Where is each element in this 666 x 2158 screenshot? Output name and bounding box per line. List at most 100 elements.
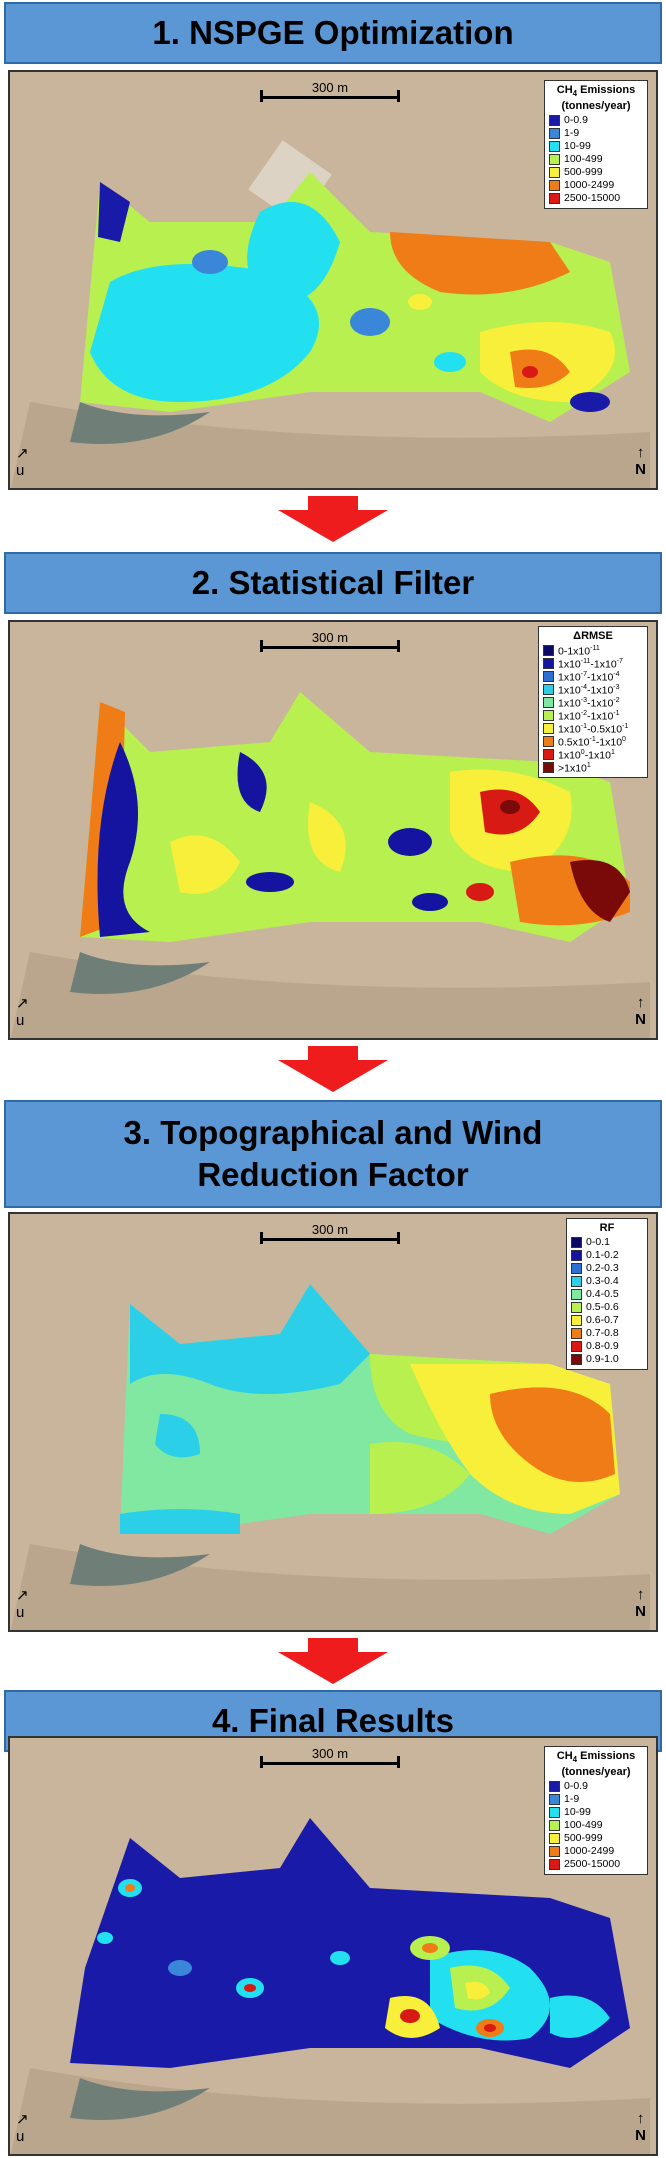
legend-swatch bbox=[571, 1237, 582, 1248]
legend-label: 1000-2499 bbox=[564, 1845, 615, 1858]
legend-label: 0-0.1 bbox=[586, 1236, 610, 1248]
stage-1-map-panel: 300 m CH4 Emissions (tonnes/year) 0-0.9 1-… bbox=[8, 70, 658, 490]
scale-label: 300 m bbox=[311, 1746, 349, 1761]
legend-swatch bbox=[571, 1302, 582, 1313]
legend-swatch bbox=[549, 1781, 560, 1793]
legend-swatch bbox=[549, 180, 560, 192]
legend-item: 0.5x10-1-1x100 bbox=[543, 735, 643, 749]
legend-label: 0.7-0.8 bbox=[586, 1327, 619, 1339]
stage-1-legend: CH4 Emissions (tonnes/year) 0-0.9 1-9 10-99… bbox=[544, 80, 648, 210]
stage-4-legend: CH4 Emissions (tonnes/year) 0-0.9 1-9 10-99… bbox=[544, 1746, 648, 1876]
legend-swatch bbox=[549, 1807, 560, 1819]
legend-label: 2500-15000 bbox=[564, 1858, 621, 1871]
legend-item: 1x10-2-1x10-1 bbox=[543, 709, 643, 723]
legend-item: 0-0.9 bbox=[549, 114, 643, 127]
stage-1-scale-bar: 300 m bbox=[260, 80, 400, 106]
wind-direction-label: ↗ u bbox=[16, 445, 29, 479]
legend-item: 1x10-7-1x10-4 bbox=[543, 670, 643, 684]
north-arrow: ↑ N bbox=[635, 2110, 646, 2144]
legend-swatch bbox=[571, 1263, 582, 1274]
legend-item: 1000-2499 bbox=[549, 179, 643, 192]
legend-label: 1x10-7-1x10-4 bbox=[558, 671, 620, 684]
legend-item: 0.4-0.5 bbox=[571, 1288, 643, 1301]
north-arrow: ↑ N bbox=[635, 994, 646, 1028]
legend-swatch bbox=[543, 710, 554, 721]
legend-swatch bbox=[571, 1289, 582, 1300]
legend-item: 100-499 bbox=[549, 153, 643, 166]
legend-label: 0.9-1.0 bbox=[586, 1353, 619, 1365]
legend-label: 1x10-3-1x10-2 bbox=[558, 697, 620, 710]
stage-3-title-line-1: 3. Topographical and Wind bbox=[123, 1114, 543, 1151]
stage-3-scale-bar: 300 m bbox=[260, 1222, 400, 1248]
north-arrow: ↑ N bbox=[635, 1586, 646, 1620]
legend-item: 0.7-0.8 bbox=[571, 1327, 643, 1340]
stage-4-map-panel: 300 m CH4 Emissions (tonnes/year) 0-0.9 1-… bbox=[8, 1736, 658, 2156]
legend-label: 100-499 bbox=[564, 153, 603, 166]
legend-label: 1x100-1x101 bbox=[558, 749, 615, 762]
legend-swatch bbox=[549, 141, 560, 153]
legend-item: 2500-15000 bbox=[549, 192, 643, 205]
legend-item: 0.5-0.6 bbox=[571, 1301, 643, 1314]
legend-item: 1x10-4-1x10-3 bbox=[543, 683, 643, 697]
legend-swatch bbox=[571, 1276, 582, 1287]
legend-swatch bbox=[549, 1833, 560, 1845]
scale-label: 300 m bbox=[311, 630, 349, 645]
legend-swatch bbox=[549, 1794, 560, 1806]
legend-item: 1x10-3-1x10-2 bbox=[543, 696, 643, 710]
legend-item: 0.8-0.9 bbox=[571, 1340, 643, 1353]
stage-2-title: 2. Statistical Filter bbox=[4, 552, 662, 614]
legend-item: 0-0.1 bbox=[571, 1236, 643, 1249]
stage-2-legend: ΔRMSE 0-1x10-11 1x10-11-1x10-7 1x10-7-1x10… bbox=[538, 626, 648, 778]
legend-item: 1x100-1x101 bbox=[543, 748, 643, 762]
legend-swatch bbox=[571, 1315, 582, 1326]
legend-swatch bbox=[543, 749, 554, 760]
legend-label: 0.1-0.2 bbox=[586, 1249, 619, 1261]
legend-item: 0.3-0.4 bbox=[571, 1275, 643, 1288]
legend-label: 1-9 bbox=[564, 127, 580, 140]
legend-label: 100-499 bbox=[564, 1819, 603, 1832]
legend-swatch bbox=[543, 658, 554, 669]
legend-item: 0.1-0.2 bbox=[571, 1249, 643, 1262]
legend-item: 500-999 bbox=[549, 1832, 643, 1845]
legend-label: >1x101 bbox=[558, 762, 591, 775]
legend-label: 0.8-0.9 bbox=[586, 1340, 619, 1352]
legend-item: 2500-15000 bbox=[549, 1858, 643, 1871]
legend-swatch bbox=[549, 1820, 560, 1832]
legend-label: 0.2-0.3 bbox=[586, 1262, 619, 1274]
legend-swatch bbox=[543, 736, 554, 747]
scale-label: 300 m bbox=[311, 80, 349, 95]
stage-2-map-panel: 300 m ΔRMSE 0-1x10-11 1x10-11-1x10-7 1x10-… bbox=[8, 620, 658, 1040]
legend-swatch bbox=[571, 1328, 582, 1339]
stage-3-title-line-2: Reduction Factor bbox=[197, 1156, 469, 1193]
legend-swatch bbox=[543, 697, 554, 708]
wind-direction-label: ↗ u bbox=[16, 1587, 29, 1621]
legend-item: 10-99 bbox=[549, 140, 643, 153]
legend-swatch bbox=[571, 1250, 582, 1261]
legend-swatch bbox=[549, 193, 560, 205]
stage-3-map bbox=[10, 1214, 656, 1630]
legend-label: 1000-2499 bbox=[564, 179, 615, 192]
legend-title: CH4 Emissions (tonnes/year) bbox=[556, 84, 636, 113]
stage-2-map bbox=[10, 622, 656, 1038]
legend-label: 0.4-0.5 bbox=[586, 1288, 619, 1300]
legend-swatch bbox=[543, 684, 554, 695]
legend-item: 1000-2499 bbox=[549, 1845, 643, 1858]
legend-label: 500-999 bbox=[564, 1832, 603, 1845]
legend-item: 500-999 bbox=[549, 166, 643, 179]
legend-swatch bbox=[549, 128, 560, 140]
legend-label: 1x10-1-0.5x10-1 bbox=[558, 723, 629, 736]
legend-label: 0.5x10-1-1x100 bbox=[558, 736, 626, 749]
legend-swatch bbox=[571, 1341, 582, 1352]
legend-swatch bbox=[549, 115, 560, 127]
legend-label: 10-99 bbox=[564, 1806, 591, 1819]
legend-label: 0.5-0.6 bbox=[586, 1301, 619, 1313]
legend-item: 0-0.9 bbox=[549, 1780, 643, 1793]
legend-label: 2500-15000 bbox=[564, 192, 621, 205]
legend-item: 0.2-0.3 bbox=[571, 1262, 643, 1275]
legend-item: 100-499 bbox=[549, 1819, 643, 1832]
legend-swatch bbox=[549, 154, 560, 166]
stage-3-title: 3. Topographical and Wind Reduction Fact… bbox=[4, 1100, 662, 1208]
legend-item: >1x101 bbox=[543, 761, 643, 775]
legend-label: 1x10-2-1x10-1 bbox=[558, 710, 620, 723]
legend-label: 0-0.9 bbox=[564, 114, 588, 127]
